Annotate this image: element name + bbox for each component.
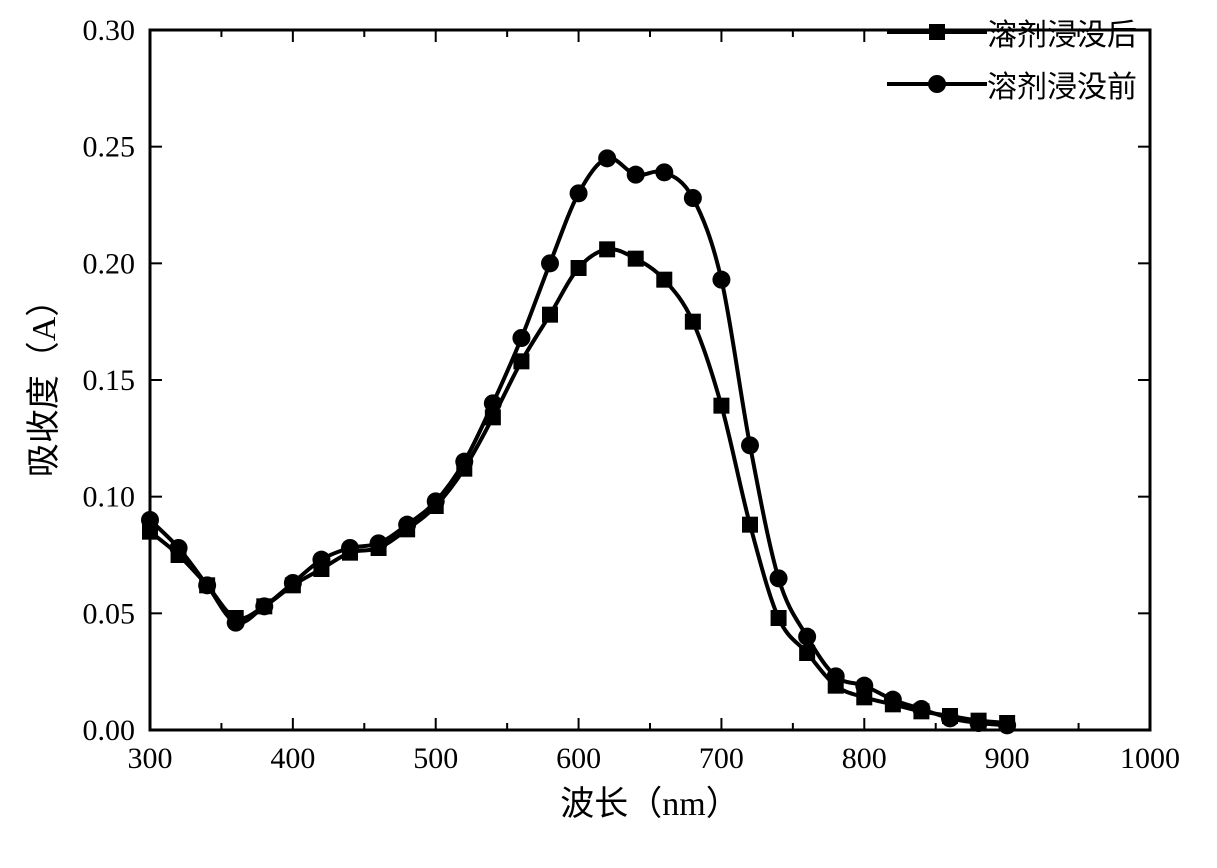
svg-text:0.05: 0.05: [83, 597, 136, 630]
svg-text:0.25: 0.25: [83, 131, 136, 164]
legend: 溶剂浸没后 溶剂浸没前: [887, 10, 1137, 114]
svg-text:700: 700: [699, 742, 744, 775]
svg-text:0.00: 0.00: [83, 714, 136, 747]
legend-item-1: 溶剂浸没后: [887, 10, 1137, 54]
svg-text:吸收度（A）: 吸收度（A）: [25, 283, 63, 478]
svg-text:800: 800: [842, 742, 887, 775]
svg-text:0.15: 0.15: [83, 364, 136, 397]
svg-text:400: 400: [270, 742, 315, 775]
legend-marker-circle: [887, 69, 987, 99]
chart-svg: 30040050060070080090010000.000.050.100.1…: [0, 0, 1217, 868]
legend-label-2: 溶剂浸没前: [987, 62, 1137, 106]
legend-label-1: 溶剂浸没后: [987, 10, 1137, 54]
svg-text:波长（nm）: 波长（nm）: [560, 785, 739, 823]
svg-text:0.10: 0.10: [83, 481, 136, 514]
svg-text:900: 900: [985, 742, 1030, 775]
svg-text:0.30: 0.30: [83, 14, 136, 47]
svg-text:0.20: 0.20: [83, 247, 136, 280]
svg-text:500: 500: [413, 742, 458, 775]
chart-container: 30040050060070080090010000.000.050.100.1…: [0, 0, 1217, 868]
svg-text:600: 600: [556, 742, 601, 775]
legend-item-2: 溶剂浸没前: [887, 62, 1137, 106]
legend-marker-square: [887, 17, 987, 47]
svg-text:1000: 1000: [1120, 742, 1180, 775]
